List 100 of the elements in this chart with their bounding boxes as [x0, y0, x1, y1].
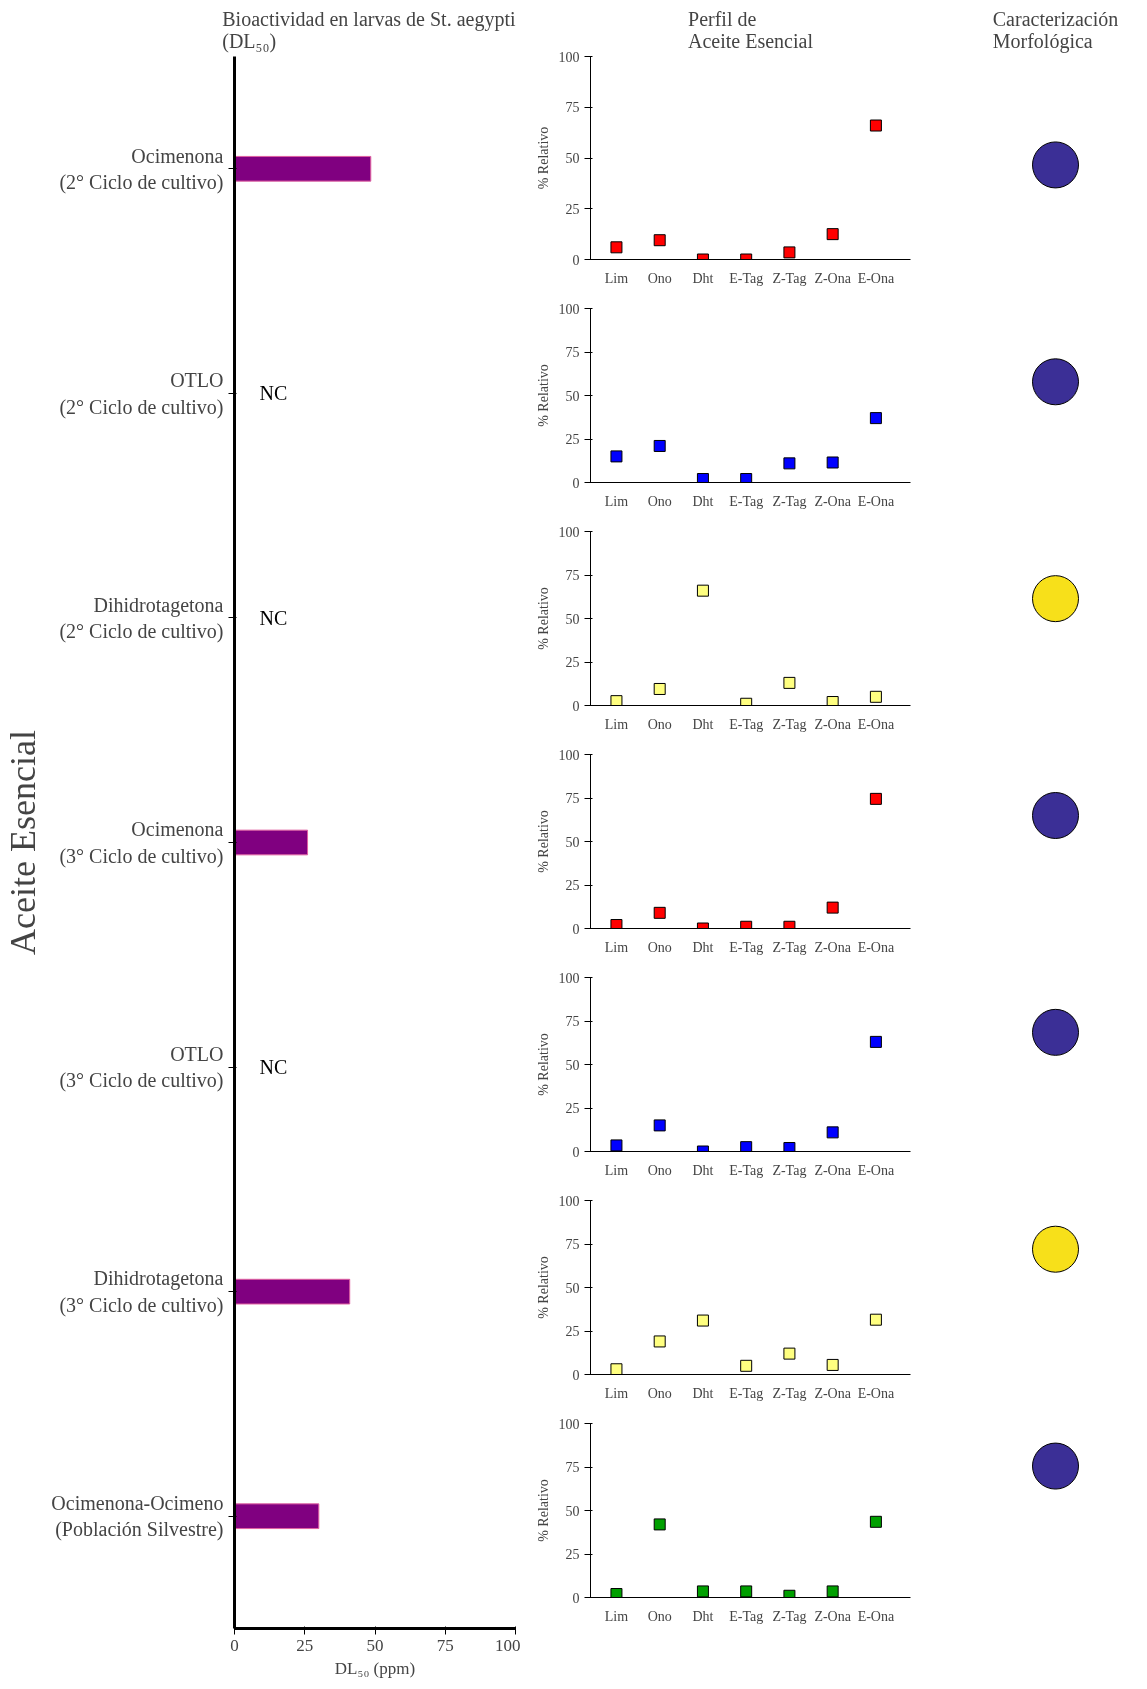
- point: [610, 1139, 623, 1152]
- y-axis-title: % Relativo: [535, 1256, 551, 1319]
- y-tick-label: 50: [565, 1280, 580, 1296]
- y-tick-label: Dihidrotagetona (3° Ciclo de cultivo): [59, 1267, 224, 1317]
- x-tick-label: 0: [230, 1635, 239, 1655]
- point: [869, 1313, 882, 1326]
- x-tick-label: 25: [296, 1635, 314, 1655]
- x-tick-label: Ono: [647, 1162, 672, 1178]
- x-tick-label: E-Tag: [729, 939, 764, 955]
- x-tick-label: E-Tag: [729, 716, 764, 732]
- point: [653, 682, 666, 695]
- y-tick-label: 25: [565, 1324, 580, 1339]
- point: [869, 1035, 882, 1048]
- y-tick-label: 75: [565, 1460, 580, 1475]
- x-tick-label: Z-Ona: [814, 493, 852, 509]
- x-tick-label: Lim: [604, 1162, 629, 1178]
- point: [783, 246, 796, 259]
- x-tick-label: Z-Tag: [772, 939, 807, 955]
- point: [869, 412, 882, 425]
- x-tick-label: Lim: [604, 1385, 629, 1401]
- point: [696, 1314, 709, 1327]
- x-tick-label: Dht: [692, 1162, 714, 1178]
- point: [653, 1119, 666, 1132]
- y-tick-label: 0: [572, 252, 580, 268]
- point: [826, 228, 839, 241]
- x-tick-label: E-Tag: [729, 1608, 764, 1624]
- y-tick-label: 100: [558, 1193, 580, 1209]
- y-tick-label: 100: [558, 49, 580, 65]
- y-tick-label: 0: [572, 698, 580, 714]
- x-tick-label: E-Tag: [729, 270, 764, 286]
- y-axis-title: Aceite Esencial: [3, 730, 44, 955]
- x-tick-label: Dht: [692, 1385, 714, 1401]
- y-tick-label: 0: [572, 1144, 580, 1160]
- y-tick-label: 0: [572, 1590, 580, 1606]
- point: [826, 1358, 839, 1371]
- point: [610, 919, 623, 929]
- x-tick-label: Dht: [692, 1608, 714, 1624]
- x-tick-label: E-Ona: [857, 716, 895, 732]
- y-tick-label: 75: [565, 568, 580, 583]
- text: NC: [259, 1056, 288, 1079]
- x-tick-label: E-Ona: [857, 1608, 895, 1624]
- y-tick-label: 100: [558, 970, 580, 986]
- point: [826, 1585, 839, 1598]
- point: [783, 1347, 796, 1360]
- y-tick-label: Dihidrotagetona (2° Ciclo de cultivo): [59, 593, 224, 644]
- point: [653, 234, 666, 247]
- y-tick-label: 50: [565, 834, 580, 850]
- y-axis-title: % Relativo: [535, 587, 551, 650]
- x-tick-label: Lim: [604, 716, 629, 732]
- y-tick-label: OTLO (2° Ciclo de cultivo): [59, 369, 224, 419]
- y-tick-label: 100: [558, 747, 580, 763]
- x-tick-label: Z-Tag: [772, 493, 807, 509]
- y-tick-label: 75: [565, 345, 580, 360]
- point: [653, 1335, 666, 1348]
- y-tick-label: 25: [565, 432, 580, 447]
- point: [783, 1142, 796, 1152]
- x-tick-label: 100: [495, 1635, 521, 1655]
- picture-morphology-circles: Caracterización Morfológica: [970, 0, 1140, 1626]
- chart-title: Bioactividad en larvas de St. aegypti (DL₅₀): [222, 7, 516, 53]
- y-tick-label: 100: [558, 1416, 580, 1432]
- y-tick-label: 100: [558, 301, 580, 317]
- point: [696, 584, 709, 597]
- point: [826, 901, 839, 914]
- y-tick-label: 50: [565, 611, 580, 627]
- bar: [234, 829, 309, 856]
- point: [783, 676, 796, 689]
- y-tick-label: 50: [565, 388, 580, 404]
- x-tick-label: Z-Tag: [772, 716, 807, 732]
- y-tick-label: 25: [565, 201, 580, 217]
- y-axis-title: % Relativo: [535, 1033, 551, 1096]
- x-tick-label: Dht: [692, 939, 714, 955]
- point: [610, 1363, 623, 1375]
- y-tick-label: 75: [565, 1237, 580, 1252]
- x-tick-label: E-Ona: [857, 493, 895, 509]
- text: NC: [259, 606, 288, 629]
- y-tick-label: Ocimenona-Ocimeno (Población Silvestre): [51, 1492, 224, 1542]
- x-tick-label: E-Ona: [857, 1385, 895, 1401]
- point: [869, 792, 882, 805]
- x-tick-label: Ono: [647, 1385, 672, 1401]
- point: [869, 1515, 882, 1528]
- y-tick-label: 50: [565, 1503, 580, 1519]
- bar: [234, 1278, 351, 1305]
- point: [826, 696, 839, 706]
- x-tick-label: 50: [366, 1635, 384, 1655]
- x-tick-label: Z-Ona: [814, 939, 852, 955]
- y-tick-label: 0: [572, 475, 580, 491]
- chart-title: Perfil de Aceite Esencial: [688, 7, 814, 52]
- point: [869, 690, 882, 703]
- x-tick-label: Z-Tag: [772, 1385, 807, 1401]
- point: [653, 906, 666, 919]
- y-tick-label: 0: [572, 1367, 580, 1383]
- y-tick-label: 25: [565, 655, 580, 670]
- x-tick-label: Z-Ona: [814, 716, 852, 732]
- y-tick-label: 75: [565, 791, 580, 806]
- point: [826, 1126, 839, 1139]
- x-tick-label: Ono: [647, 716, 672, 732]
- x-tick-label: Dht: [692, 716, 714, 732]
- y-tick-label: Ocimenona (2° Ciclo de cultivo): [59, 144, 224, 194]
- x-tick-label: Z-Tag: [772, 270, 807, 286]
- y-tick-label: Ocimenona (3° Ciclo de cultivo): [59, 818, 224, 868]
